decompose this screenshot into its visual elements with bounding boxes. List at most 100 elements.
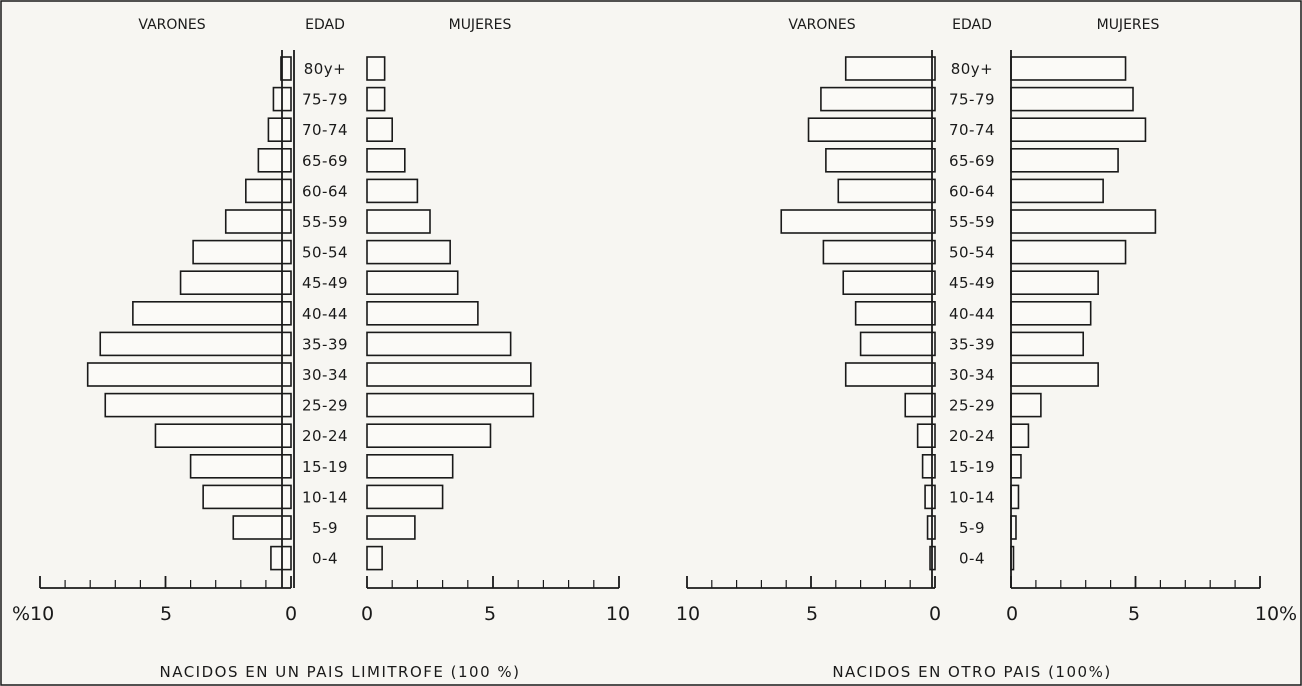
bar-varones <box>842 270 936 296</box>
age-labels: 80y+ 75-79 70-74 65-69 60-64 55-59 50-54 45-49 4… <box>949 60 995 568</box>
age-label: 25-29 <box>302 397 348 415</box>
bar-mujeres <box>366 423 492 449</box>
tick-right-10: 10 <box>606 603 630 625</box>
bar-mujeres <box>1010 117 1147 142</box>
age-label: 60-64 <box>302 182 348 200</box>
bar-varones <box>921 453 936 479</box>
bar-varones <box>257 148 292 173</box>
bar-mujeres <box>1010 300 1092 326</box>
bar-mujeres <box>366 484 444 510</box>
age-label: 45-49 <box>949 274 995 292</box>
bar-varones <box>202 484 292 510</box>
bar-mujeres <box>366 331 512 357</box>
pyramid-title: NACIDOS EN OTRO PAIS (100%) <box>832 663 1111 681</box>
tick-right-5: 5 <box>1128 603 1140 625</box>
bar-varones <box>179 270 292 296</box>
bar-varones <box>86 362 292 387</box>
bar-varones <box>825 148 936 173</box>
bar-varones <box>104 392 292 418</box>
bar-mujeres <box>1010 178 1104 204</box>
age-label: 10-14 <box>302 488 348 506</box>
age-label: 5-9 <box>312 519 338 537</box>
bar-mujeres <box>1010 56 1127 81</box>
age-label: 45-49 <box>302 274 348 292</box>
bar-varones <box>916 423 936 449</box>
age-label: 70-74 <box>302 121 348 139</box>
age-label: 70-74 <box>949 121 995 139</box>
bar-mujeres <box>1010 209 1157 234</box>
header-edad: EDAD <box>305 17 345 33</box>
age-label: 20-24 <box>302 427 348 445</box>
bars-group <box>780 56 1157 571</box>
bar-varones <box>224 209 292 234</box>
age-label: 30-34 <box>302 366 348 384</box>
age-label: 75-79 <box>302 91 348 109</box>
bar-mujeres <box>366 239 451 265</box>
bar-varones <box>192 239 292 265</box>
bar-mujeres <box>366 178 419 204</box>
age-label: 30-34 <box>949 366 995 384</box>
bar-varones <box>99 331 292 357</box>
bar-mujeres <box>1010 331 1085 357</box>
bar-varones <box>837 178 936 204</box>
tick-right-0: 0 <box>1006 603 1018 625</box>
bar-varones <box>154 423 292 449</box>
bar-varones <box>924 484 936 510</box>
bar-mujeres <box>1010 270 1099 296</box>
tick-left-0: 0 <box>929 603 941 625</box>
bar-varones <box>189 453 292 479</box>
bar-mujeres <box>366 148 406 173</box>
pyramid-limitrofe: VARONES EDAD MUJERES 80y+ 75-79 70-74 65-69… <box>12 17 630 681</box>
header-mujeres: MUJERES <box>1097 17 1160 33</box>
age-label: 40-44 <box>949 305 995 323</box>
bar-varones <box>267 117 292 142</box>
bar-mujeres <box>1010 148 1119 173</box>
bar-mujeres <box>1010 453 1022 479</box>
age-label: 75-79 <box>949 91 995 109</box>
bar-mujeres <box>1010 86 1134 112</box>
tick-right-0: 0 <box>361 603 373 625</box>
bar-varones <box>132 300 292 326</box>
age-label: 15-19 <box>302 458 348 476</box>
tick-left-10: 10 <box>676 603 700 625</box>
bar-varones <box>245 178 292 204</box>
tick-right-5: 5 <box>484 603 496 625</box>
bar-mujeres <box>1010 484 1020 510</box>
age-label: 25-29 <box>949 397 995 415</box>
bar-mujeres <box>366 56 386 81</box>
bar-mujeres <box>366 117 394 142</box>
bar-varones <box>904 392 936 418</box>
tick-left-0: 0 <box>285 603 297 625</box>
tick-right-10: 10% <box>1255 603 1297 625</box>
bar-varones <box>780 209 936 234</box>
age-label: 65-69 <box>949 152 995 170</box>
age-label: 55-59 <box>302 213 348 231</box>
age-label: 55-59 <box>949 213 995 231</box>
age-label: 5-9 <box>959 519 985 537</box>
tick-left-5: 5 <box>806 603 818 625</box>
bar-varones <box>822 239 936 265</box>
header-edad: EDAD <box>952 17 992 33</box>
age-label: 60-64 <box>949 182 995 200</box>
bar-varones <box>280 56 292 81</box>
bar-mujeres <box>1010 392 1042 418</box>
header-varones: VARONES <box>788 17 855 33</box>
age-label: 80y+ <box>951 60 994 78</box>
bar-mujeres <box>366 86 386 112</box>
bar-varones <box>232 515 292 540</box>
tick-left-10: %10 <box>12 603 54 625</box>
age-labels: 80y+ 75-79 70-74 65-69 60-64 55-59 50-54 45-49 4… <box>302 60 348 568</box>
bar-mujeres <box>1010 423 1030 449</box>
bar-varones <box>859 331 936 357</box>
bar-mujeres <box>366 515 416 540</box>
age-label: 65-69 <box>302 152 348 170</box>
bar-mujeres <box>1010 362 1099 387</box>
bar-mujeres <box>366 270 459 296</box>
bar-mujeres <box>366 392 535 418</box>
bar-varones <box>844 56 936 81</box>
age-label: 15-19 <box>949 458 995 476</box>
header-mujeres: MUJERES <box>449 17 512 33</box>
age-label: 50-54 <box>949 244 995 262</box>
bars-group <box>86 56 535 571</box>
